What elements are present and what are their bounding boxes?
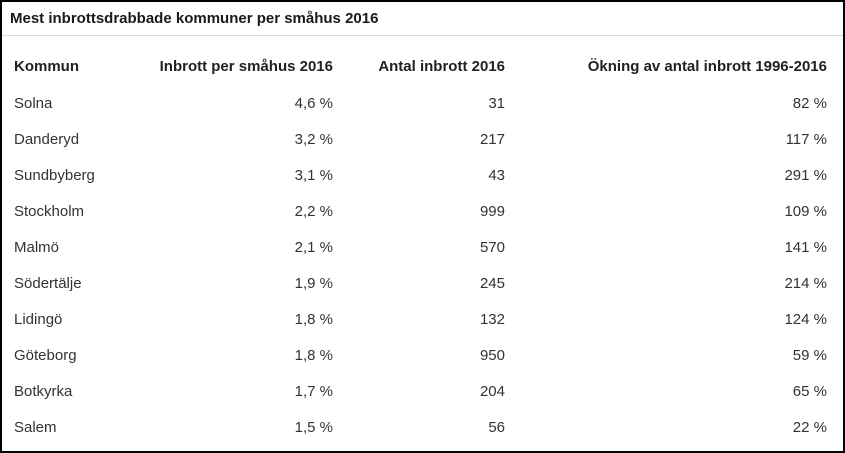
table-body: Solna 4,6 % 31 82 % Danderyd 3,2 % 217 117 % Sun…: [2, 86, 843, 446]
table-cell: 3,1 %: [294, 167, 333, 184]
table-title: Mest inbrottsdrabbade kommuner per småhu…: [2, 2, 843, 36]
table-cell: 291 %: [784, 167, 827, 184]
table-cell: 56: [488, 419, 505, 436]
table-row: Göteborg 1,8 % 950 59 %: [2, 338, 843, 374]
table-row: Solna 4,6 % 31 82 %: [2, 86, 843, 122]
cell-kommun: Göteborg: [14, 347, 77, 364]
table-cell: 109 %: [784, 203, 827, 220]
cell-kommun: Danderyd: [14, 131, 80, 148]
table-cell: 65 %: [792, 383, 827, 400]
table-cell: 570: [479, 239, 505, 256]
table-cell: 1,5 %: [294, 419, 333, 436]
cell-kommun: Stockholm: [14, 203, 85, 220]
table-cell: 31: [488, 95, 505, 112]
table-row: Salem 1,5 % 56 22 %: [2, 410, 843, 446]
table-cell: 214 %: [784, 275, 827, 292]
column-header-kommun: Kommun: [14, 58, 79, 75]
cell-kommun: Södertälje: [14, 275, 82, 292]
cell-kommun: Sundbyberg: [14, 167, 95, 184]
table-header-row: Kommun Inbrott per småhus 2016 Antal inb…: [2, 36, 843, 86]
table-row: Södertälje 1,9 % 245 214 %: [2, 266, 843, 302]
table-row: Lidingö 1,8 % 132 124 %: [2, 302, 843, 338]
table-cell: 1,7 %: [294, 383, 333, 400]
table-row: Sundbyberg 3,1 % 43 291 %: [2, 158, 843, 194]
cell-kommun: Salem: [14, 419, 57, 436]
column-header-antal-inbrott: Antal inbrott 2016: [378, 58, 505, 75]
table-cell: 4,6 %: [294, 95, 333, 112]
table-cell: 2,2 %: [294, 203, 333, 220]
table-cell: 245: [479, 275, 505, 292]
table-row: Stockholm 2,2 % 999 109 %: [2, 194, 843, 230]
table-cell: 59 %: [792, 347, 827, 364]
table-cell: 1,8 %: [294, 311, 333, 328]
table-cell: 1,9 %: [294, 275, 333, 292]
table-cell: 950: [479, 347, 505, 364]
cell-kommun: Solna: [14, 95, 53, 112]
table-row: Danderyd 3,2 % 217 117 %: [2, 122, 843, 158]
table-cell: 43: [488, 167, 505, 184]
table-cell: 1,8 %: [294, 347, 333, 364]
table-row: Botkyrka 1,7 % 204 65 %: [2, 374, 843, 410]
cell-kommun: Botkyrka: [14, 383, 73, 400]
table-cell: 204: [479, 383, 505, 400]
table-cell: 141 %: [784, 239, 827, 256]
table-cell: 117 %: [785, 131, 827, 148]
table-cell: 82 %: [792, 95, 827, 112]
column-header-inbrott-per-smahus: Inbrott per småhus 2016: [159, 58, 333, 75]
cell-kommun: Malmö: [14, 239, 60, 256]
municipality-table: Kommun Inbrott per småhus 2016 Antal inb…: [2, 36, 843, 446]
table-cell: 22 %: [792, 419, 827, 436]
table-cell: 999: [479, 203, 505, 220]
table-cell: 217: [479, 131, 505, 148]
cell-kommun: Lidingö: [14, 311, 63, 328]
column-header-okning-antal-inbrott: Ökning av antal inbrott 1996-2016: [587, 58, 827, 75]
table-cell: 3,2 %: [294, 131, 333, 148]
table-cell: 2,1 %: [294, 239, 333, 256]
table-cell: 132: [479, 311, 505, 328]
table-row: Malmö 2,1 % 570 141 %: [2, 230, 843, 266]
table-cell: 124 %: [784, 311, 827, 328]
